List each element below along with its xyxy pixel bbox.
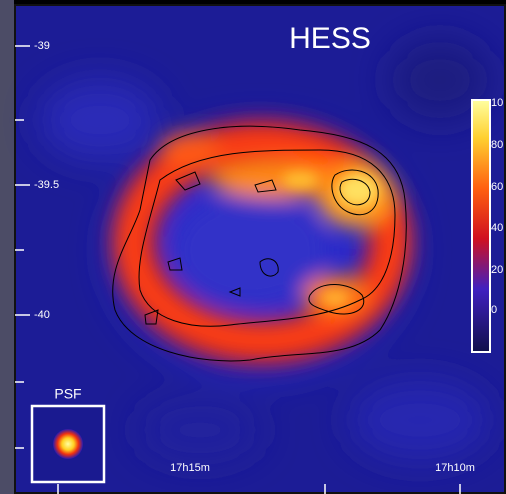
title: HESS bbox=[289, 22, 371, 55]
colorbar-label: 80 bbox=[491, 139, 503, 151]
colorbar-label: 60 bbox=[491, 181, 503, 193]
page: {"title": "HESS", "y_axis_labels": ["-39… bbox=[0, 0, 506, 494]
colorbar-label: 40 bbox=[491, 222, 503, 234]
colorbar bbox=[472, 100, 490, 352]
y-axis-label: -40 bbox=[34, 309, 50, 321]
side-strip bbox=[0, 0, 14, 494]
psf-label: PSF bbox=[54, 386, 81, 402]
y-axis-label: -39 bbox=[34, 40, 50, 52]
x-axis-label: 17h15m bbox=[170, 462, 210, 474]
colorbar-label: 10 bbox=[491, 97, 503, 109]
psf-spot bbox=[53, 429, 83, 459]
sky-map: -39 -39.5 -40 17h15m 17h10m HESS 10 80 6… bbox=[0, 0, 506, 494]
y-axis-label: -39.5 bbox=[34, 179, 59, 191]
x-axis-label: 17h10m bbox=[435, 462, 475, 474]
colorbar-label: 0 bbox=[491, 304, 497, 316]
colorbar-label: 20 bbox=[491, 264, 503, 276]
